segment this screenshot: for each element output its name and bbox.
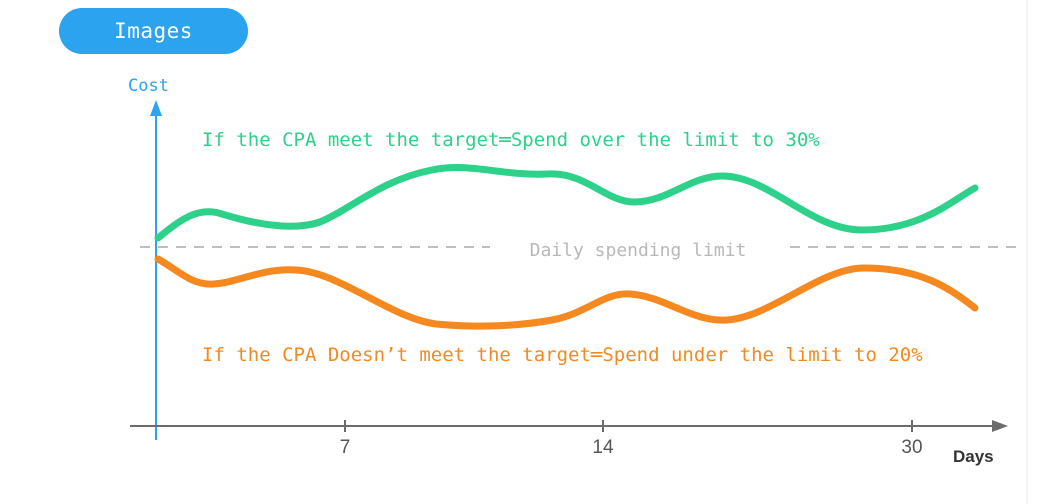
over-limit-curve [154, 164, 979, 242]
x-axis-arrow-icon [992, 420, 1008, 432]
images-badge: Images [59, 8, 248, 54]
x-tick-label: 14 [592, 437, 614, 458]
y-axis-arrow-icon [150, 100, 162, 116]
limit-label: Daily spending limit [530, 240, 747, 261]
over-limit-label: If the CPA meet the target═Spend over th… [202, 129, 820, 151]
y-axis-label: Cost [128, 76, 169, 96]
x-tick-label: 30 [901, 437, 922, 458]
under-limit-curve [154, 255, 979, 330]
x-tick-label: 7 [340, 437, 351, 458]
panel-edge [1026, 0, 1028, 504]
under-limit-label: If the CPA Doesn’t meet the target═Spend… [202, 344, 923, 366]
images-badge-label: Images [114, 19, 193, 43]
x-axis-label: Days [953, 447, 994, 466]
